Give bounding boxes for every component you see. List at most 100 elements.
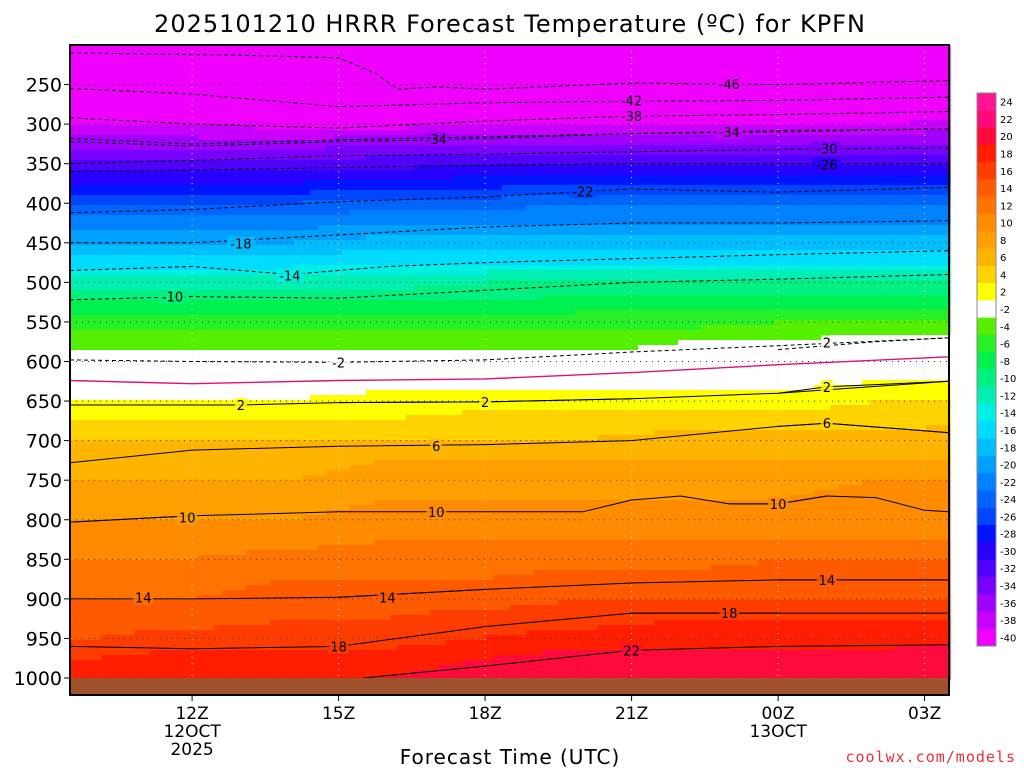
heat-cell (806, 140, 815, 146)
heat-cell (934, 105, 943, 111)
heat-cell (126, 190, 135, 196)
heat-cell (310, 220, 319, 226)
heat-cell (446, 255, 455, 261)
heat-cell (198, 250, 207, 256)
heat-cell (454, 225, 463, 231)
heat-cell (862, 70, 871, 76)
heat-cell (334, 155, 343, 161)
heat-cell (374, 140, 383, 146)
heat-cell (926, 140, 935, 146)
heat-cell (310, 90, 319, 96)
heat-cell (622, 205, 631, 211)
heat-cell (926, 215, 935, 221)
heat-cell (558, 130, 567, 136)
heat-cell (590, 65, 599, 71)
heat-cell (310, 200, 319, 206)
heat-cell (630, 165, 639, 171)
heat-cell (254, 85, 263, 91)
heat-cell (694, 120, 703, 126)
heat-cell (214, 60, 223, 66)
heat-cell (662, 125, 671, 131)
heat-cell (526, 70, 535, 76)
heat-cell (294, 130, 303, 136)
heat-cell (86, 75, 95, 81)
heat-cell (774, 95, 783, 101)
heat-cell (494, 190, 503, 196)
heat-cell (758, 145, 767, 151)
heat-cell (206, 225, 215, 231)
heat-cell (246, 80, 255, 86)
heat-cell (70, 170, 79, 176)
heat-cell (334, 245, 343, 251)
heat-cell (70, 120, 79, 126)
heat-cell (214, 65, 223, 71)
heat-cell (782, 150, 791, 156)
heat-cell (558, 215, 567, 221)
heat-cell (718, 185, 727, 191)
heat-cell (134, 90, 143, 96)
heat-cell (238, 190, 247, 196)
heat-cell (662, 55, 671, 61)
heat-cell (470, 200, 479, 206)
heat-cell (734, 55, 743, 61)
heat-cell (398, 110, 407, 116)
heat-cell (630, 140, 639, 146)
heat-cell (526, 185, 535, 191)
heat-cell (294, 110, 303, 116)
heat-cell (662, 160, 671, 166)
heat-cell (334, 170, 343, 176)
heat-cell (142, 160, 151, 166)
heat-cell (830, 95, 839, 101)
heat-cell (118, 110, 127, 116)
heat-cell (134, 170, 143, 176)
heat-cell (486, 245, 495, 251)
heat-cell (686, 90, 695, 96)
heat-cell (182, 230, 191, 236)
heat-cell (398, 180, 407, 186)
heat-cell (390, 215, 399, 221)
heat-cell (206, 170, 215, 176)
heat-cell (902, 150, 911, 156)
heat-cell (158, 65, 167, 71)
heat-cell (78, 170, 87, 176)
heat-cell (846, 65, 855, 71)
heat-cell (454, 60, 463, 66)
heat-cell (462, 55, 471, 61)
heat-cell (478, 225, 487, 231)
heat-cell (390, 210, 399, 216)
heat-cell (814, 200, 823, 206)
heat-cell (534, 120, 543, 126)
heat-cell (382, 200, 391, 206)
heat-cell (566, 240, 575, 246)
heat-cell (862, 235, 871, 241)
heat-cell (206, 220, 215, 226)
heat-cell (582, 50, 591, 56)
heat-cell (734, 225, 743, 231)
heat-cell (174, 195, 183, 201)
heat-cell (174, 190, 183, 196)
heat-cell (934, 175, 943, 181)
heat-cell (406, 170, 415, 176)
heat-cell (302, 115, 311, 121)
heat-cell (894, 70, 903, 76)
heat-cell (310, 240, 319, 246)
heat-cell (462, 100, 471, 106)
heat-cell (302, 240, 311, 246)
heat-cell (838, 115, 847, 121)
heat-cell (830, 115, 839, 121)
heat-cell (406, 65, 415, 71)
heat-cell (894, 50, 903, 56)
heat-cell (238, 270, 247, 276)
heat-cell (694, 230, 703, 236)
heat-cell (902, 175, 911, 181)
heat-cell (310, 265, 319, 271)
heat-cell (830, 65, 839, 71)
heat-cell (286, 250, 295, 256)
heat-cell (198, 245, 207, 251)
heat-cell (478, 170, 487, 176)
heat-cell (182, 190, 191, 196)
heat-cell (710, 55, 719, 61)
heat-cell (406, 105, 415, 111)
heat-cell (702, 250, 711, 256)
heat-cell (662, 250, 671, 256)
